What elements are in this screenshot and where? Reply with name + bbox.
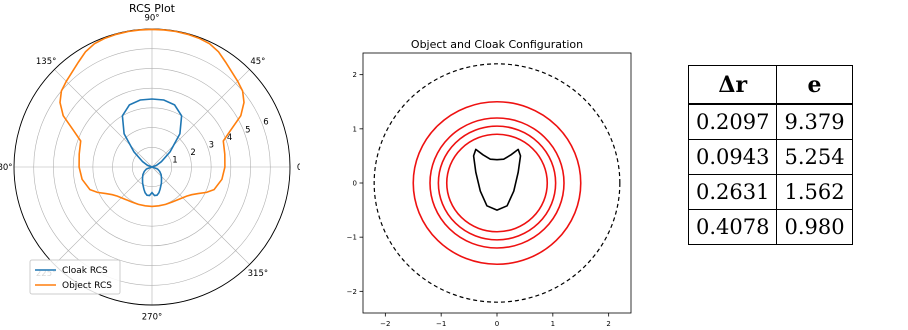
x-tick-label: 2 [606,320,610,328]
cell-delta-r: 0.2097 [687,103,778,140]
configuration-chart: Object and Cloak Configuration −2 −2 −1 −1 0… [347,38,632,328]
series-line-object [59,28,245,208]
radial-tick-label: 5 [245,125,250,135]
polar-grid [13,28,291,306]
series-line-cloak [121,98,183,197]
y-tick-label: 1 [353,125,357,133]
y-tick-label: 0 [353,180,357,188]
radial-tick-label: 6 [263,118,268,128]
parameter-table: Δr e 0.2097 9.379 0.0943 5.254 0.2631 1.… [687,65,853,245]
cloak-ring [412,100,582,266]
cell-e: 9.379 [776,103,853,140]
outer-boundary-circle [373,63,621,303]
radial-tick-label: 4 [227,133,232,143]
legend-label-object: Object RCS [62,281,112,291]
cloak-ring [445,133,549,233]
header-e: e [776,65,853,105]
y-tick-label: −1 [347,234,357,242]
angle-tick-label: 270° [142,313,162,323]
cell-e: 5.254 [776,139,853,175]
cell-delta-r: 0.0943 [687,139,778,175]
rcs-polar-chart: RCS Plot 0°45°90°135°180°225°270°315°123… [0,2,300,323]
table-row: 0.2097 9.379 [687,103,853,140]
cell-e: 0.980 [776,209,853,245]
cloak-ring [437,125,557,241]
config-plot-area [373,63,621,303]
config-axes-frame [362,52,632,314]
angle-tick-label: 315° [248,269,268,279]
angle-tick-label: 180° [0,163,13,173]
table-row: 0.0943 5.254 [687,139,853,175]
table-row: 0.4078 0.980 [687,209,853,245]
config-ticks: −2 −2 −1 −1 0 0 1 1 2 2 [347,71,611,328]
object-outline [472,148,522,211]
rcs-chart-title: RCS Plot [129,2,176,15]
cell-delta-r: 0.2631 [687,174,778,210]
angle-tick-label: 135° [36,57,56,67]
table-header-row: Δr e [687,65,853,105]
config-chart-title: Object and Cloak Configuration [411,38,583,51]
x-tick-label: −2 [380,320,390,328]
y-tick-label: −2 [347,288,357,296]
radial-tick-label: 2 [190,148,195,158]
legend-label-cloak: Cloak RCS [62,266,108,276]
polar-spoke [54,69,153,168]
polar-spoke [54,166,153,265]
polar-spoke [151,166,250,265]
polar-spoke [151,69,250,168]
x-tick-label: 0 [495,320,499,328]
polar-series [59,28,245,208]
header-delta-r: Δr [687,65,778,105]
angle-tick-label: 45° [250,57,265,67]
cell-e: 1.562 [776,174,853,210]
angle-tick-label: 90° [144,13,159,23]
y-tick-label: 2 [353,71,357,79]
x-tick-label: −1 [436,320,446,328]
legend: Cloak RCS Object RCS [29,259,121,295]
radial-tick-label: 3 [209,140,214,150]
cloak-ring [429,117,565,249]
radial-tick-label: 1 [172,155,177,165]
table-row: 0.2631 1.562 [687,174,853,210]
cell-delta-r: 0.4078 [687,209,778,245]
angle-tick-label: 0° [297,163,300,173]
x-tick-label: 1 [551,320,555,328]
